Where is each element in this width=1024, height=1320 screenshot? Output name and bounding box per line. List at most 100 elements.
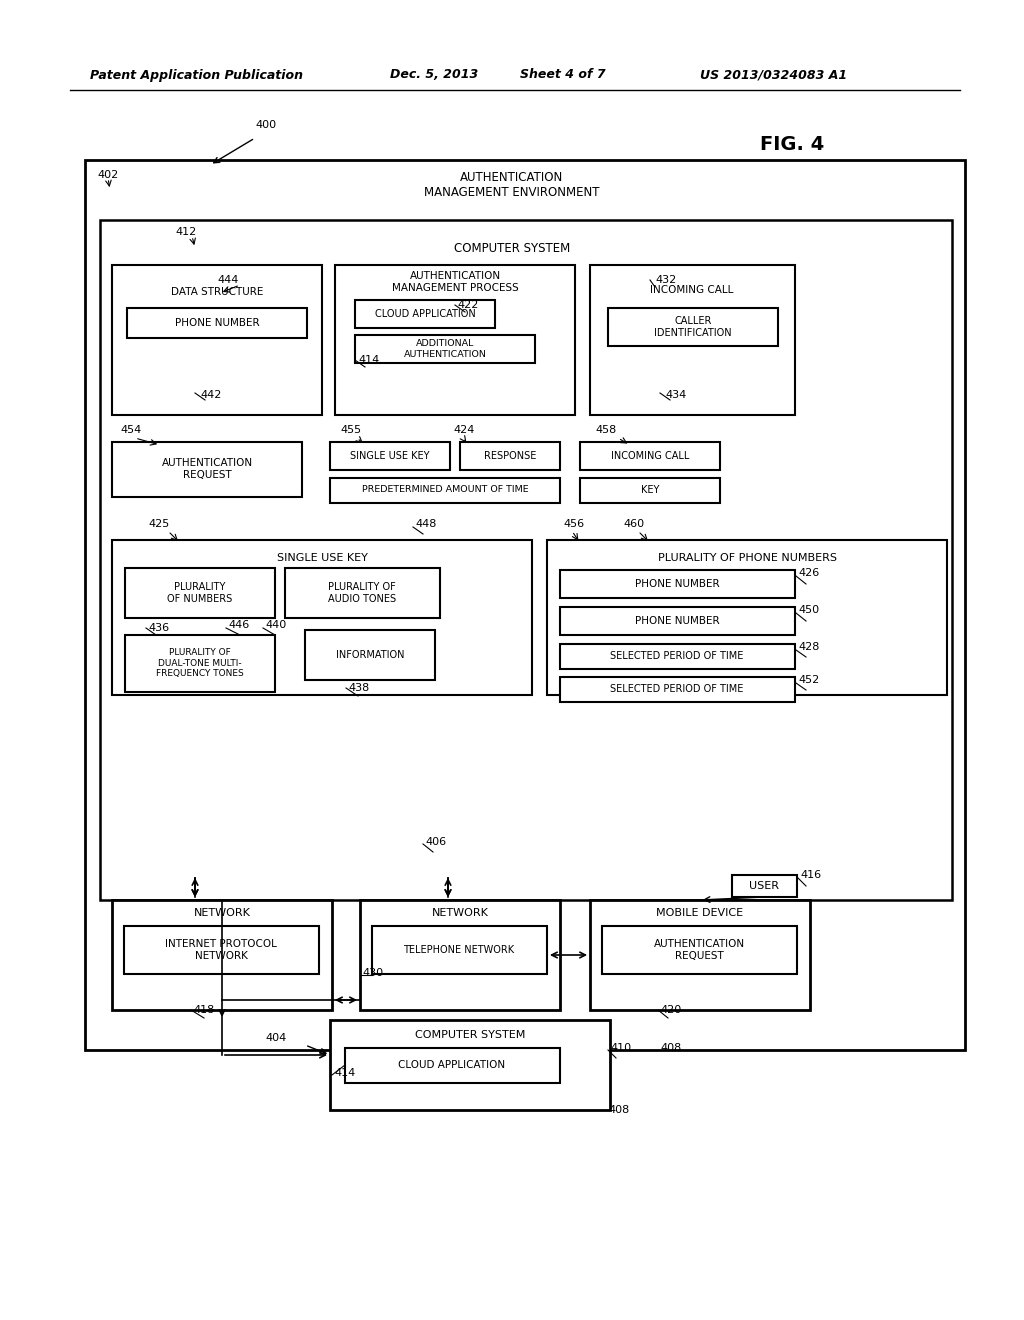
FancyBboxPatch shape xyxy=(580,442,720,470)
Text: 408: 408 xyxy=(660,1043,681,1053)
FancyBboxPatch shape xyxy=(460,442,560,470)
Text: 442: 442 xyxy=(200,389,221,400)
Text: NETWORK: NETWORK xyxy=(194,908,251,917)
Text: SELECTED PERIOD OF TIME: SELECTED PERIOD OF TIME xyxy=(610,684,743,694)
FancyBboxPatch shape xyxy=(732,875,797,898)
Text: PHONE NUMBER: PHONE NUMBER xyxy=(635,616,719,626)
Text: 402: 402 xyxy=(97,170,118,180)
Text: 440: 440 xyxy=(265,620,287,630)
Text: 456: 456 xyxy=(563,519,584,529)
Text: INTERNET PROTOCOL
NETWORK: INTERNET PROTOCOL NETWORK xyxy=(165,940,276,961)
FancyBboxPatch shape xyxy=(127,308,307,338)
Text: Dec. 5, 2013: Dec. 5, 2013 xyxy=(390,69,478,82)
Text: COMPUTER SYSTEM: COMPUTER SYSTEM xyxy=(415,1030,525,1040)
FancyBboxPatch shape xyxy=(112,265,322,414)
FancyBboxPatch shape xyxy=(124,927,319,974)
Text: 454: 454 xyxy=(120,425,141,436)
Text: 455: 455 xyxy=(340,425,361,436)
Text: 452: 452 xyxy=(798,675,819,685)
FancyBboxPatch shape xyxy=(560,570,795,598)
FancyBboxPatch shape xyxy=(560,677,795,702)
Text: 438: 438 xyxy=(348,682,370,693)
Text: 448: 448 xyxy=(415,519,436,529)
Text: 422: 422 xyxy=(457,300,478,310)
Text: 434: 434 xyxy=(665,389,686,400)
FancyBboxPatch shape xyxy=(330,478,560,503)
Text: 428: 428 xyxy=(798,642,819,652)
FancyBboxPatch shape xyxy=(372,927,547,974)
FancyBboxPatch shape xyxy=(345,1048,560,1082)
Text: AUTHENTICATION
REQUEST: AUTHENTICATION REQUEST xyxy=(162,458,253,479)
Text: Patent Application Publication: Patent Application Publication xyxy=(90,69,303,82)
Text: MOBILE DEVICE: MOBILE DEVICE xyxy=(656,908,743,917)
Text: USER: USER xyxy=(749,880,779,891)
Text: SINGLE USE KEY: SINGLE USE KEY xyxy=(350,451,430,461)
Text: TELEPHONE NETWORK: TELEPHONE NETWORK xyxy=(403,945,515,954)
Text: AUTHENTICATION
MANAGEMENT ENVIRONMENT: AUTHENTICATION MANAGEMENT ENVIRONMENT xyxy=(424,172,600,199)
Text: DATA STRUCTURE: DATA STRUCTURE xyxy=(171,286,263,297)
Text: FIG. 4: FIG. 4 xyxy=(760,136,824,154)
Text: 404: 404 xyxy=(265,1034,287,1043)
Text: 416: 416 xyxy=(800,870,821,880)
FancyBboxPatch shape xyxy=(602,927,797,974)
Text: NETWORK: NETWORK xyxy=(431,908,488,917)
FancyBboxPatch shape xyxy=(335,265,575,414)
FancyBboxPatch shape xyxy=(305,630,435,680)
FancyBboxPatch shape xyxy=(560,607,795,635)
FancyBboxPatch shape xyxy=(560,644,795,669)
Text: 406: 406 xyxy=(425,837,446,847)
FancyBboxPatch shape xyxy=(100,220,952,900)
FancyBboxPatch shape xyxy=(608,308,778,346)
Text: US 2013/0324083 A1: US 2013/0324083 A1 xyxy=(700,69,847,82)
Text: CALLER
IDENTIFICATION: CALLER IDENTIFICATION xyxy=(654,317,732,338)
FancyBboxPatch shape xyxy=(360,900,560,1010)
Text: Sheet 4 of 7: Sheet 4 of 7 xyxy=(520,69,605,82)
Text: 426: 426 xyxy=(798,568,819,578)
Text: 430: 430 xyxy=(362,968,383,978)
Text: 420: 420 xyxy=(660,1005,681,1015)
Text: 444: 444 xyxy=(217,275,239,285)
Text: INCOMING CALL: INCOMING CALL xyxy=(610,451,689,461)
Text: 424: 424 xyxy=(453,425,474,436)
Text: SINGLE USE KEY: SINGLE USE KEY xyxy=(276,553,368,564)
FancyBboxPatch shape xyxy=(112,442,302,498)
FancyBboxPatch shape xyxy=(355,335,535,363)
Text: CLOUD APPLICATION: CLOUD APPLICATION xyxy=(398,1060,506,1071)
FancyBboxPatch shape xyxy=(330,442,450,470)
Text: AUTHENTICATION
REQUEST: AUTHENTICATION REQUEST xyxy=(653,940,744,961)
Text: KEY: KEY xyxy=(641,484,659,495)
Text: 410: 410 xyxy=(610,1043,631,1053)
Text: CLOUD APPLICATION: CLOUD APPLICATION xyxy=(375,309,475,319)
Text: PLURALITY OF PHONE NUMBERS: PLURALITY OF PHONE NUMBERS xyxy=(657,553,837,564)
FancyBboxPatch shape xyxy=(580,478,720,503)
Text: 414: 414 xyxy=(358,355,379,366)
FancyBboxPatch shape xyxy=(355,300,495,327)
Text: 432: 432 xyxy=(655,275,676,285)
Text: PHONE NUMBER: PHONE NUMBER xyxy=(175,318,259,327)
FancyBboxPatch shape xyxy=(285,568,440,618)
FancyBboxPatch shape xyxy=(125,635,275,692)
Text: 458: 458 xyxy=(595,425,616,436)
Text: PLURALITY OF
DUAL-TONE MULTI-
FREQUENCY TONES: PLURALITY OF DUAL-TONE MULTI- FREQUENCY … xyxy=(156,648,244,678)
Text: INFORMATION: INFORMATION xyxy=(336,649,404,660)
Text: 436: 436 xyxy=(148,623,169,634)
Text: SELECTED PERIOD OF TIME: SELECTED PERIOD OF TIME xyxy=(610,651,743,661)
FancyBboxPatch shape xyxy=(330,1020,610,1110)
Text: INCOMING CALL: INCOMING CALL xyxy=(650,285,733,294)
Text: AUTHENTICATION
MANAGEMENT PROCESS: AUTHENTICATION MANAGEMENT PROCESS xyxy=(391,271,518,293)
Text: PLURALITY OF
AUDIO TONES: PLURALITY OF AUDIO TONES xyxy=(328,582,396,603)
Text: ADDITIONAL
AUTHENTICATION: ADDITIONAL AUTHENTICATION xyxy=(403,339,486,359)
FancyBboxPatch shape xyxy=(112,900,332,1010)
Text: RESPONSE: RESPONSE xyxy=(483,451,537,461)
FancyBboxPatch shape xyxy=(112,540,532,696)
Text: PLURALITY
OF NUMBERS: PLURALITY OF NUMBERS xyxy=(167,582,232,603)
Text: 450: 450 xyxy=(798,605,819,615)
Text: 460: 460 xyxy=(623,519,644,529)
Text: 408: 408 xyxy=(608,1105,630,1115)
FancyBboxPatch shape xyxy=(590,265,795,414)
FancyBboxPatch shape xyxy=(125,568,275,618)
Text: 400: 400 xyxy=(255,120,276,129)
Text: 412: 412 xyxy=(175,227,197,238)
Text: 418: 418 xyxy=(193,1005,214,1015)
Text: PHONE NUMBER: PHONE NUMBER xyxy=(635,579,719,589)
